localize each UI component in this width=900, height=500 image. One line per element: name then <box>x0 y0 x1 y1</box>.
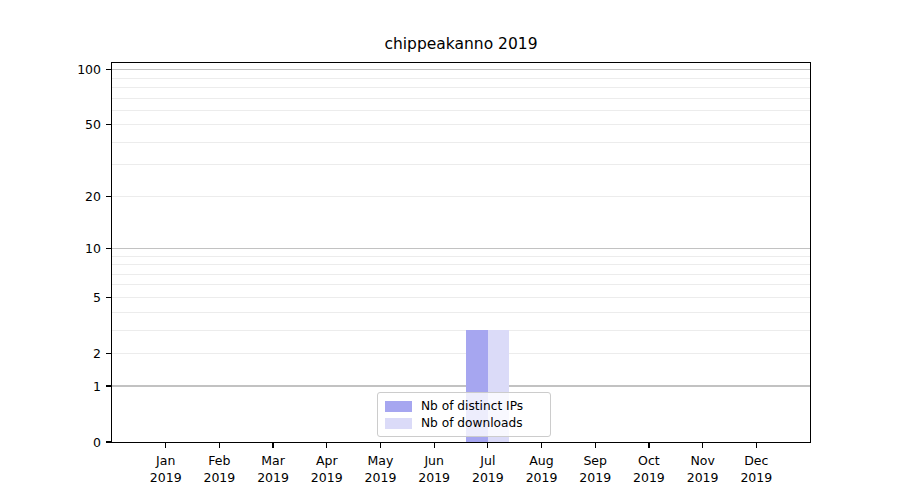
gridline-minor-2 <box>112 353 810 354</box>
y-tick-1 <box>106 385 112 386</box>
x-tick-mar-2019 <box>272 443 273 448</box>
x-tick-nov-2019 <box>702 443 703 448</box>
gridline-minor-6 <box>112 284 810 285</box>
x-tick-jul-2019 <box>487 443 488 448</box>
legend-label-distinct-ips: Nb of distinct IPs <box>421 399 523 413</box>
download-stats-chart: chippeakanno 2019 Nb of distinct IPs Nb … <box>0 0 900 500</box>
x-tick-aug-2019 <box>541 443 542 448</box>
gridline-minor-70 <box>112 98 810 99</box>
gridline-major-1 <box>112 385 810 386</box>
gridline-minor-90 <box>112 78 810 79</box>
y-tick-label-0: 0 <box>50 434 101 451</box>
chart-title: chippeakanno 2019 <box>112 35 810 53</box>
y-tick-label-100: 100 <box>50 61 101 78</box>
gridline-minor-7 <box>112 274 810 275</box>
gridline-minor-9 <box>112 256 810 257</box>
y-tick-5 <box>106 297 112 298</box>
x-tick-label-dec-2019: Dec 2019 <box>724 452 788 486</box>
y-tick-100 <box>106 69 112 70</box>
gridline-minor-80 <box>112 87 810 88</box>
gridline-minor-8 <box>112 264 810 265</box>
gridline-minor-5 <box>112 297 810 298</box>
x-tick-sep-2019 <box>595 443 596 448</box>
gridline-minor-3 <box>112 330 810 331</box>
gridline-minor-40 <box>112 142 810 143</box>
y-tick-50 <box>106 124 112 125</box>
x-tick-feb-2019 <box>219 443 220 448</box>
y-tick-20 <box>106 196 112 197</box>
x-tick-oct-2019 <box>648 443 649 448</box>
x-tick-may-2019 <box>380 443 381 448</box>
legend-item-distinct-ips: Nb of distinct IPs <box>385 399 543 413</box>
x-tick-jun-2019 <box>434 443 435 448</box>
gridline-major-10 <box>112 248 810 249</box>
y-tick-label-10: 10 <box>50 240 101 257</box>
x-tick-apr-2019 <box>326 443 327 448</box>
legend-label-downloads: Nb of downloads <box>421 416 523 430</box>
legend-swatch-distinct-ips <box>385 401 412 412</box>
legend-item-downloads: Nb of downloads <box>385 416 543 430</box>
y-tick-label-1: 1 <box>50 378 101 395</box>
y-tick-label-50: 50 <box>50 116 101 133</box>
x-tick-dec-2019 <box>756 443 757 448</box>
y-tick-2 <box>106 353 112 354</box>
gridline-minor-30 <box>112 164 810 165</box>
y-tick-0 <box>106 441 112 442</box>
legend-swatch-downloads <box>385 418 412 429</box>
gridline-minor-20 <box>112 196 810 197</box>
gridline-minor-4 <box>112 312 810 313</box>
y-tick-label-2: 2 <box>50 345 101 362</box>
y-tick-10 <box>106 248 112 249</box>
y-tick-label-20: 20 <box>50 188 101 205</box>
gridline-minor-60 <box>112 110 810 111</box>
x-tick-jan-2019 <box>165 443 166 448</box>
legend: Nb of distinct IPs Nb of downloads <box>377 392 551 437</box>
y-tick-label-5: 5 <box>50 289 101 306</box>
gridline-major-100 <box>112 69 810 70</box>
gridline-minor-50 <box>112 124 810 125</box>
